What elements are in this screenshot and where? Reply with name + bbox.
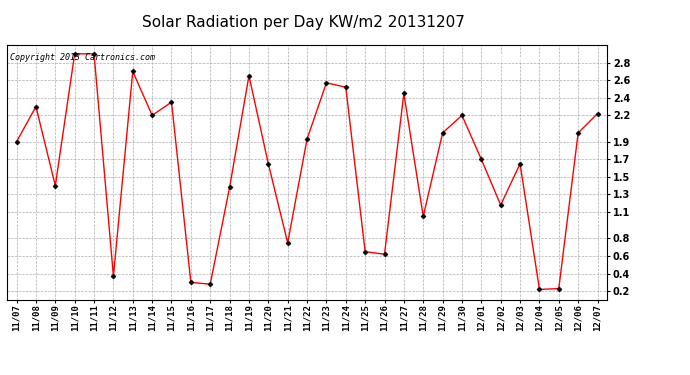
Text: Copyright 2013 Cartronics.com: Copyright 2013 Cartronics.com — [10, 53, 155, 62]
Text: Solar Radiation per Day KW/m2 20131207: Solar Radiation per Day KW/m2 20131207 — [142, 15, 465, 30]
